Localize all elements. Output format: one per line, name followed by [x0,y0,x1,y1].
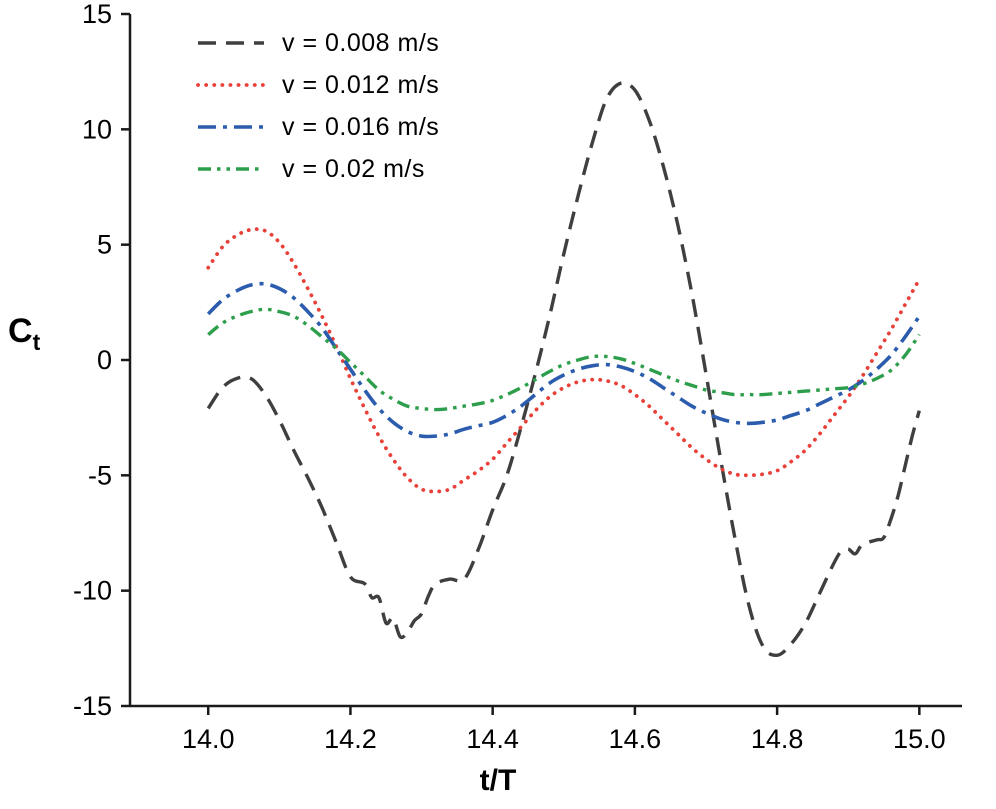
legend-item-1: v = 0.012 m/s [196,66,439,104]
y-axis-label: Ct [8,312,40,356]
y-axis-label-main: C [8,312,33,350]
legend-line-sample-0 [198,41,264,45]
x-tick-label: 14.0 [182,724,235,754]
series-line-0 [206,81,921,658]
legend-label-3: v = 0.02 m/s [282,154,425,183]
x-axis-label: t/T [479,764,517,797]
x-tick-label: 14.4 [466,724,519,754]
legend-label-0: v = 0.008 m/s [282,28,440,57]
y-tick-label: -10 [73,576,112,606]
legend-line-sample-1 [196,83,266,87]
legend-item-0: v = 0.008 m/s [196,24,439,62]
series-line-3 [207,307,921,412]
legend-label-2: v = 0.016 m/s [282,112,440,141]
y-tick-label: 0 [97,345,112,375]
y-tick-label: 15 [82,0,112,29]
y-tick-label: -15 [73,691,112,721]
y-tick-label: 5 [97,230,112,260]
legend-item-2: v = 0.016 m/s [196,108,439,146]
y-axis-label-sub: t [32,328,41,355]
series-line-1 [206,227,922,494]
legend-item-3: v = 0.02 m/s [196,150,439,188]
x-tick-label: 15.0 [893,724,946,754]
y-tick-label: -5 [88,460,112,490]
x-tick-label: 14.6 [609,724,662,754]
x-tick-label: 14.8 [751,724,804,754]
legend-line-sample-3 [198,167,264,171]
legend: v = 0.008 m/s v = 0.012 m/s v = 0.016 m/s v… [196,24,439,188]
x-tick-label: 14.2 [324,724,377,754]
legend-label-1: v = 0.012 m/s [282,70,440,99]
legend-line-sample-2 [198,125,264,129]
series-line-2 [206,281,921,439]
y-tick-label: 10 [82,114,112,144]
